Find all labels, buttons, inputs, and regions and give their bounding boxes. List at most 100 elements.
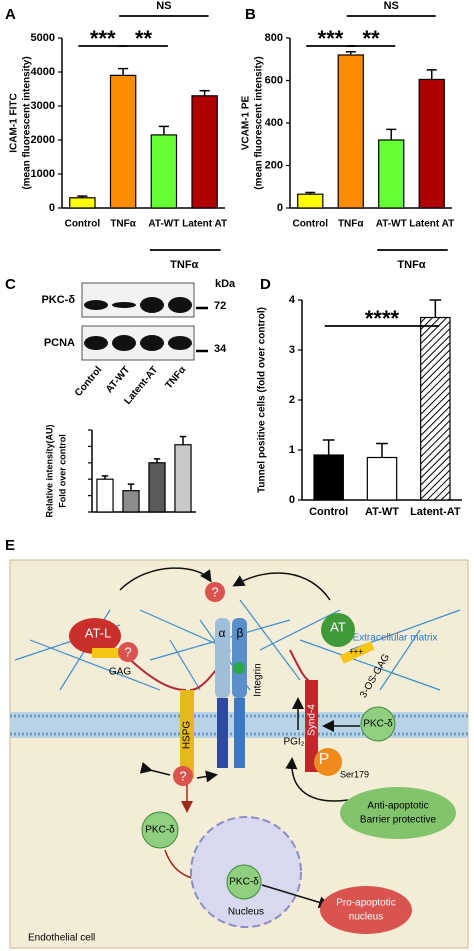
y-axis-label: ICAM-1 FITC	[9, 93, 20, 152]
integrin-beta-tail	[234, 698, 245, 768]
blot-band	[84, 300, 108, 310]
beta-label: β	[237, 626, 244, 640]
pkc	[141, 811, 179, 849]
blot-row-label: PCNA	[44, 337, 75, 349]
arrow	[285, 757, 349, 802]
blot-band	[140, 335, 164, 351]
bar	[366, 456, 398, 501]
significance-label: ****	[365, 306, 400, 331]
blot-band	[112, 302, 136, 308]
bar	[191, 95, 218, 209]
x-tick-label: TNFα	[338, 219, 364, 230]
x-tick-label: Control	[65, 219, 101, 230]
y-tick-label: 4000	[31, 66, 55, 78]
x-tick-label: Latent AT	[182, 219, 227, 230]
x-tick-label: Control	[309, 506, 348, 518]
blot-unit: kDa	[215, 278, 236, 290]
bar	[297, 193, 324, 209]
y-axis-label: (mean fluorescent intensity)	[22, 56, 33, 189]
unknown-factor	[118, 642, 138, 662]
y-tick-label: 200	[265, 159, 283, 171]
pkc-label: PKC-δ	[145, 825, 175, 836]
x-tick-label: AT-WT	[376, 219, 407, 230]
panel-label: B	[245, 6, 256, 23]
p-label: P	[319, 751, 330, 768]
bar	[96, 478, 114, 513]
ser-label: Ser179	[340, 769, 369, 779]
y-axis-label: Fold over control	[57, 434, 67, 508]
bar	[109, 74, 137, 209]
bar	[69, 197, 96, 209]
y-tick-label: 4	[289, 294, 296, 306]
bar	[378, 139, 405, 209]
pro-label: Pro-apoptotic	[336, 898, 395, 909]
significance-label: NS	[156, 0, 171, 12]
x-tick-label: Latent AT	[409, 219, 454, 230]
y-tick-label: 400	[265, 117, 283, 129]
significance-label: NS	[384, 0, 399, 12]
y-axis-label: VCAM-1 PE	[241, 95, 252, 150]
bar	[420, 316, 451, 501]
y-tick-label: 2000	[31, 134, 55, 146]
blot-size: 72	[214, 300, 226, 312]
bar	[313, 454, 344, 501]
y-tick-label: 1000	[31, 168, 55, 180]
diagram: E Extracellular matrix AT-L GAG HSPG α β…	[5, 537, 469, 949]
blot-band	[168, 336, 192, 350]
blot-band	[84, 336, 108, 350]
x-tick-label: AT-WT	[365, 506, 399, 518]
hspg-label: HSPG	[182, 721, 193, 750]
barrier-label: Barrier protective	[360, 815, 437, 826]
phospho	[314, 748, 342, 776]
y-axis-label: (mean fluorescent intensity)	[254, 56, 265, 189]
panel-label: D	[260, 276, 271, 293]
arrow	[232, 572, 331, 601]
unknown-factor	[173, 766, 193, 786]
bar	[418, 78, 445, 209]
arrow	[119, 567, 212, 591]
bar	[122, 490, 140, 513]
integrin-label: Integrin	[253, 663, 264, 696]
y-tick-label: 800	[265, 32, 283, 44]
group-label: TNFα	[170, 259, 198, 271]
ecm-label: Extracellular matrix	[352, 633, 437, 644]
blot-band	[112, 335, 136, 351]
lane-label: AT-WT	[104, 365, 132, 396]
panel-label: E	[5, 537, 15, 554]
at-label: AT	[330, 619, 346, 634]
unknown-factor	[205, 582, 225, 602]
significance-label: **	[135, 26, 153, 51]
y-axis-label: Tunnel positive cells (fold over control…	[257, 307, 268, 493]
anti-apoptotic-blob	[340, 787, 456, 839]
atl-protein	[69, 618, 121, 654]
anti-label: Anti-apoptotic	[367, 801, 428, 812]
x-tick-label: AT-WT	[148, 219, 179, 230]
hspg	[180, 690, 194, 778]
pro-apoptotic-nucleus	[320, 886, 412, 934]
gag-chain	[92, 648, 122, 658]
nucleus-label: Nucleus	[228, 907, 264, 918]
lane-label: Control	[73, 364, 104, 398]
arrow	[139, 761, 171, 776]
osgag-chain	[339, 641, 375, 664]
significance-label: ***	[318, 26, 344, 51]
integrin-alpha-tail	[217, 698, 228, 768]
integrin-alpha	[215, 618, 230, 698]
panel-label: A	[5, 6, 16, 23]
pgi-label: PGI₂	[283, 737, 304, 748]
pkc	[226, 864, 262, 900]
bar	[174, 444, 192, 513]
y-tick-label: 5000	[31, 32, 55, 44]
blot-band	[168, 297, 192, 313]
atl-label: AT-L	[85, 625, 112, 640]
y-axis-label: Relative intensity(AU)	[44, 424, 54, 517]
y-tick-label: 0	[49, 202, 55, 214]
x-tick-label: Latent-AT	[410, 506, 461, 518]
y-tick-label: 0	[289, 494, 295, 506]
arrow	[261, 884, 331, 909]
cell-label: Endothelial cell	[28, 933, 95, 944]
gag-label: GAG	[109, 667, 131, 678]
bar	[337, 54, 364, 209]
